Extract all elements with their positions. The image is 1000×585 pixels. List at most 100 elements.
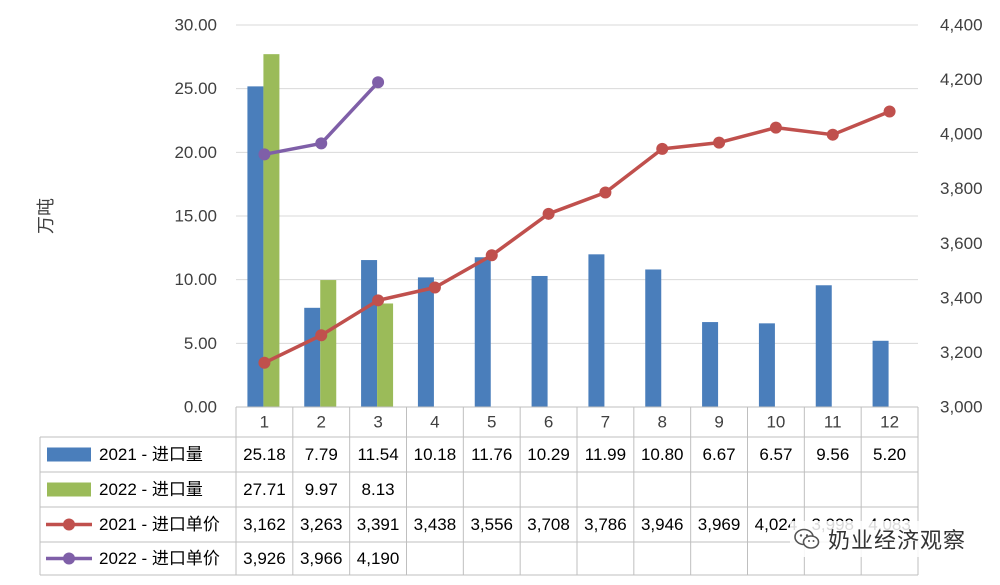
y-right-tick-label: 4,200 (940, 70, 983, 89)
bar (417, 277, 434, 407)
line-point (769, 121, 782, 134)
data-label: 11.54 (357, 445, 398, 464)
y-right-tick-label: 3,600 (940, 234, 983, 253)
watermark: 奶业经济观察 (789, 521, 970, 557)
y-right-tick-label: 4,400 (940, 16, 983, 35)
bar (474, 257, 491, 407)
line-point (315, 329, 328, 342)
data-label: 3,556 (470, 515, 513, 534)
line-point (883, 105, 896, 118)
data-label: 3,162 (243, 515, 286, 534)
data-label: 11.76 (471, 445, 512, 464)
x-tick-label: 2 (317, 413, 326, 432)
bar (645, 269, 662, 407)
x-tick-label: 8 (658, 413, 667, 432)
line-point (542, 207, 555, 220)
x-tick-label: 9 (714, 413, 723, 432)
legend-key (47, 447, 91, 462)
data-label: 6.67 (703, 445, 736, 464)
data-label: 3,786 (584, 515, 627, 534)
data-label: 10.29 (527, 445, 570, 464)
line-point (372, 294, 385, 307)
legend-key (63, 552, 75, 565)
x-tick-label: 4 (430, 413, 439, 432)
bar (815, 285, 832, 407)
x-tick-label: 3 (373, 413, 382, 432)
data-label: 10.80 (641, 445, 684, 464)
data-label: 4,190 (357, 549, 400, 568)
bar (247, 86, 264, 407)
x-tick-label: 6 (544, 413, 553, 432)
line-point (372, 76, 385, 89)
y-axis-label: 万吨 (36, 198, 56, 234)
y-left-tick-label: 30.00 (174, 16, 217, 35)
y-left-tick-label: 5.00 (184, 334, 217, 353)
data-label: 4,024 (755, 515, 798, 534)
y-right-tick-label: 3,200 (940, 343, 983, 362)
y-left-tick-label: 0.00 (184, 398, 217, 417)
data-label: 10.18 (414, 445, 457, 464)
bar (531, 275, 548, 407)
x-tick-label: 1 (260, 413, 269, 432)
data-label: 3,391 (357, 515, 400, 534)
data-label: 3,263 (300, 515, 343, 534)
bar (702, 322, 719, 407)
data-label: 3,966 (300, 549, 343, 568)
bar (758, 323, 775, 407)
wechat-icon (794, 528, 820, 549)
y-left-tick-label: 15.00 (174, 207, 217, 226)
data-label: 3,708 (527, 515, 570, 534)
data-label: 3,926 (243, 549, 286, 568)
line-point (485, 249, 498, 262)
bar (263, 54, 280, 407)
series-line (263, 109, 891, 365)
data-label: 9.56 (816, 445, 849, 464)
bar (320, 280, 337, 407)
x-tick-label: 7 (601, 413, 610, 432)
bar (588, 254, 605, 407)
line-point (315, 137, 328, 150)
bar (377, 303, 394, 407)
line-point (599, 186, 612, 199)
data-label: 5.20 (873, 445, 906, 464)
data-label: 3,438 (414, 515, 457, 534)
legend-entry: 2022 - 进口量 (99, 480, 203, 499)
y-right-tick-label: 3,000 (940, 398, 983, 417)
y-left-tick-label: 20.00 (174, 143, 217, 162)
legend-entry: 2022 - 进口单价 (99, 549, 220, 568)
legend-entry: 2021 - 进口单价 (99, 515, 220, 534)
line-point (428, 281, 441, 294)
data-label: 8.13 (362, 480, 395, 499)
data-label: 7.79 (305, 445, 338, 464)
y-left-tick-label: 25.00 (174, 79, 217, 98)
y-right-tick-label: 3,400 (940, 288, 983, 307)
data-label: 27.71 (243, 480, 286, 499)
line-point (258, 148, 271, 161)
y-right-tick-label: 3,800 (940, 179, 983, 198)
line-point (258, 356, 271, 369)
data-label: 11.99 (585, 445, 626, 464)
x-tick-label: 5 (487, 413, 496, 432)
data-label: 25.18 (243, 445, 286, 464)
line-point (826, 128, 839, 141)
legend-key (47, 482, 91, 497)
data-label: 3,946 (641, 515, 684, 534)
watermark-text: 奶业经济观察 (827, 529, 966, 554)
line-point (656, 142, 669, 155)
legend-entry: 2021 - 进口量 (99, 445, 203, 464)
y-right-tick-label: 4,000 (940, 125, 983, 144)
x-tick-label: 11 (824, 413, 842, 432)
line-point (713, 136, 726, 149)
bar (361, 260, 378, 407)
bar (872, 340, 889, 407)
x-tick-label: 12 (880, 413, 899, 432)
bar (304, 307, 321, 407)
data-label: 3,969 (698, 515, 741, 534)
y-left-tick-label: 10.00 (174, 270, 217, 289)
x-tick-label: 10 (766, 413, 785, 432)
data-label: 9.97 (305, 480, 338, 499)
legend-key (63, 518, 75, 531)
data-label: 6.57 (759, 445, 792, 464)
